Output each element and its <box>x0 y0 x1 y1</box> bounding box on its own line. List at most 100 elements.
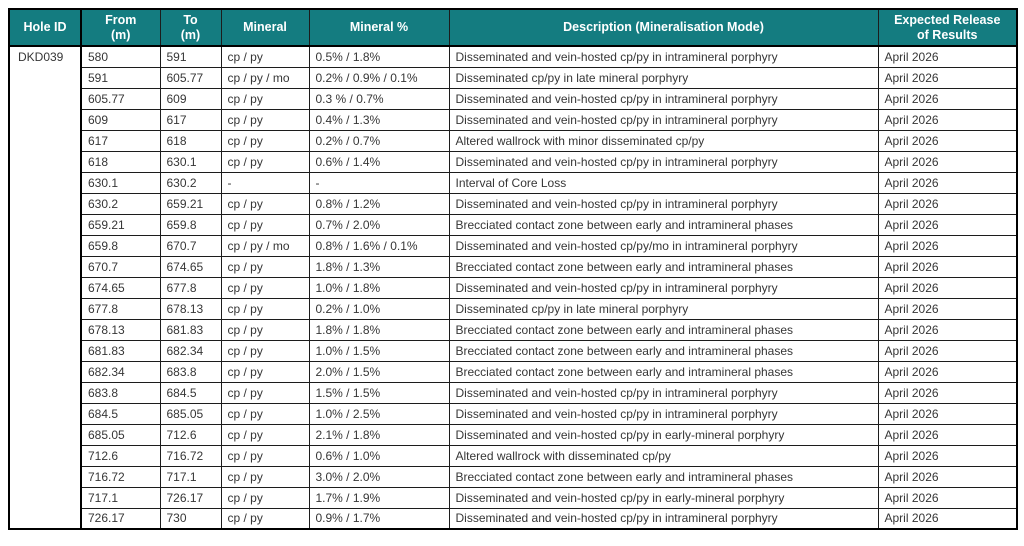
table-row: 618 630.1 cp / py 0.6% / 1.4% Disseminated a… <box>9 150 1018 173</box>
cell-to: 717.1 <box>159 465 222 488</box>
cell-release: April 2026 <box>877 486 1018 509</box>
cell-mineral: cp / py <box>220 318 310 341</box>
table-row: 630.2 659.21 cp / py 0.8% / 1.2% Disseminate… <box>9 192 1018 215</box>
cell-to: 630.1 <box>159 150 222 173</box>
drill-results-table: Hole ID From (m) To (m) Mineral Mineral % Descr… <box>8 8 1018 530</box>
cell-description: Disseminated and vein-hosted cp/py in ea… <box>448 486 879 509</box>
cell-description: Brecciated contact zone between early an… <box>448 213 879 236</box>
table-body: DKD039 580 591 cp / py 0.5% / 1.8% Disseminat… <box>8 45 1018 530</box>
cell-to: 609 <box>159 87 222 110</box>
cell-mineral: cp / py / mo <box>220 66 310 89</box>
cell-hole-id: DKD039 <box>8 45 82 530</box>
cell-description: Disseminated and vein-hosted cp/py in ea… <box>448 423 879 446</box>
cell-mineral-pct: 0.6% / 1.4% <box>308 150 450 173</box>
col-header-hole-id: Hole ID <box>8 8 82 47</box>
cell-to: 659.21 <box>159 192 222 215</box>
cell-release: April 2026 <box>877 381 1018 404</box>
cell-from: 717.1 <box>80 486 161 509</box>
cell-description: Disseminated and vein-hosted cp/py in in… <box>448 507 879 530</box>
table-row: 659.21 659.8 cp / py 0.7% / 2.0% Brecciated … <box>9 213 1018 236</box>
col-header-from: From (m) <box>80 8 161 47</box>
cell-release: April 2026 <box>877 318 1018 341</box>
cell-release: April 2026 <box>877 66 1018 89</box>
cell-from: 580 <box>80 45 161 68</box>
table-row: 609 617 cp / py 0.4% / 1.3% Disseminated and… <box>9 108 1018 131</box>
cell-to: 684.5 <box>159 381 222 404</box>
cell-mineral-pct: 0.4% / 1.3% <box>308 108 450 131</box>
cell-mineral: cp / py <box>220 276 310 299</box>
cell-mineral-pct: 0.5% / 1.8% <box>308 45 450 68</box>
cell-mineral-pct: 0.7% / 2.0% <box>308 213 450 236</box>
table-row: 659.8 670.7 cp / py / mo 0.8% / 1.6% / 0.1%… <box>9 234 1018 257</box>
cell-mineral: cp / py <box>220 360 310 383</box>
cell-from: 591 <box>80 66 161 89</box>
cell-mineral: cp / py <box>220 486 310 509</box>
cell-release: April 2026 <box>877 444 1018 467</box>
table-row: 712.6 716.72 cp / py 0.6% / 1.0% Altered wal… <box>9 444 1018 467</box>
table-row: 717.1 726.17 cp / py 1.7% / 1.9% Disseminate… <box>9 486 1018 509</box>
table-row: 605.77 609 cp / py 0.3 % / 0.7% Disseminated… <box>9 87 1018 110</box>
cell-mineral: cp / py <box>220 507 310 530</box>
cell-mineral-pct: 0.8% / 1.2% <box>308 192 450 215</box>
cell-to: 674.65 <box>159 255 222 278</box>
cell-from: 685.05 <box>80 423 161 446</box>
cell-release: April 2026 <box>877 276 1018 299</box>
cell-from: 659.21 <box>80 213 161 236</box>
cell-mineral-pct: 0.2% / 0.7% <box>308 129 450 152</box>
cell-mineral: cp / py <box>220 423 310 446</box>
cell-release: April 2026 <box>877 297 1018 320</box>
cell-from: 630.1 <box>80 171 161 194</box>
cell-release: April 2026 <box>877 234 1018 257</box>
cell-release: April 2026 <box>877 360 1018 383</box>
col-header-line: Hole ID <box>23 20 67 34</box>
cell-mineral: cp / py <box>220 465 310 488</box>
cell-to: 617 <box>159 108 222 131</box>
cell-from: 617 <box>80 129 161 152</box>
col-header-to: To (m) <box>159 8 222 47</box>
header-row: Hole ID From (m) To (m) Mineral Mineral % Descr… <box>8 8 1018 47</box>
cell-mineral-pct: 1.0% / 2.5% <box>308 402 450 425</box>
cell-release: April 2026 <box>877 423 1018 446</box>
cell-from: 681.83 <box>80 339 161 362</box>
cell-release: April 2026 <box>877 213 1018 236</box>
cell-release: April 2026 <box>877 255 1018 278</box>
table-row: 683.8 684.5 cp / py 1.5% / 1.5% Disseminated… <box>9 381 1018 404</box>
cell-mineral: cp / py <box>220 192 310 215</box>
cell-mineral: cp / py <box>220 444 310 467</box>
cell-mineral-pct: 0.2% / 1.0% <box>308 297 450 320</box>
cell-release: April 2026 <box>877 87 1018 110</box>
cell-mineral-pct: 0.3 % / 0.7% <box>308 87 450 110</box>
cell-description: Disseminated cp/py in late mineral porph… <box>448 66 879 89</box>
cell-mineral-pct: 1.8% / 1.3% <box>308 255 450 278</box>
cell-description: Disseminated and vein-hosted cp/py in in… <box>448 276 879 299</box>
cell-release: April 2026 <box>877 465 1018 488</box>
cell-release: April 2026 <box>877 45 1018 68</box>
cell-mineral-pct: 2.0% / 1.5% <box>308 360 450 383</box>
table-row: 685.05 712.6 cp / py 2.1% / 1.8% Disseminate… <box>9 423 1018 446</box>
table-row: 682.34 683.8 cp / py 2.0% / 1.5% Brecciated … <box>9 360 1018 383</box>
cell-description: Disseminated cp/py in late mineral porph… <box>448 297 879 320</box>
table-row: 677.8 678.13 cp / py 0.2% / 1.0% Disseminate… <box>9 297 1018 320</box>
cell-mineral: cp / py <box>220 339 310 362</box>
cell-description: Interval of Core Loss <box>448 171 879 194</box>
cell-description: Disseminated and vein-hosted cp/py in in… <box>448 192 879 215</box>
col-header-expected-release: Expected Release of Results <box>877 8 1018 47</box>
cell-description: Brecciated contact zone between early an… <box>448 318 879 341</box>
cell-from: 659.8 <box>80 234 161 257</box>
cell-to: 681.83 <box>159 318 222 341</box>
cell-to: 659.8 <box>159 213 222 236</box>
col-header-mineral: Mineral <box>220 8 310 47</box>
cell-to: 591 <box>159 45 222 68</box>
cell-mineral-pct: 1.0% / 1.5% <box>308 339 450 362</box>
cell-mineral: cp / py <box>220 213 310 236</box>
cell-description: Brecciated contact zone between early an… <box>448 360 879 383</box>
cell-description: Disseminated and vein-hosted cp/py/mo in… <box>448 234 879 257</box>
cell-mineral: cp / py <box>220 129 310 152</box>
cell-to: 677.8 <box>159 276 222 299</box>
cell-mineral: cp / py <box>220 255 310 278</box>
cell-description: Brecciated contact zone between early an… <box>448 339 879 362</box>
col-header-line: (m) <box>111 27 131 42</box>
cell-from: 682.34 <box>80 360 161 383</box>
cell-mineral: cp / py <box>220 297 310 320</box>
